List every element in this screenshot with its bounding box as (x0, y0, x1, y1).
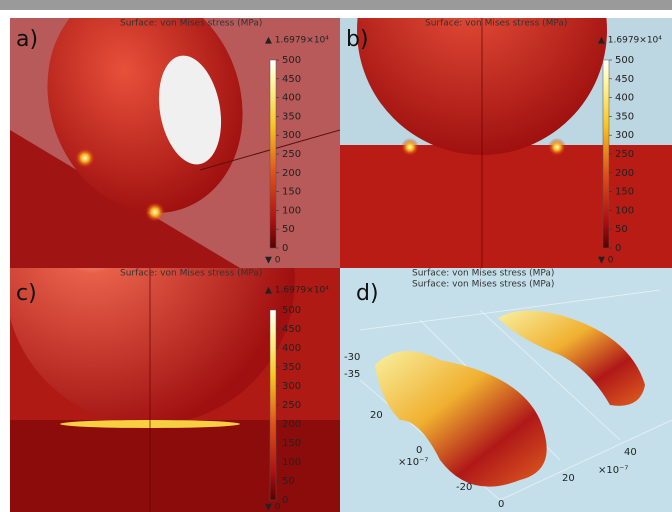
colorbar-tick-label: 300 (282, 130, 301, 141)
max-label: ▲ 1.6979×10⁴ (265, 286, 329, 296)
min-label: ▼ 0 (265, 256, 281, 266)
colorbar-tick-label: 200 (615, 168, 634, 179)
colorbar-tick-label: 200 (282, 168, 301, 179)
max-label: ▲ 1.6979×10⁴ (598, 36, 662, 46)
plot-title: Surface: von Mises stress (MPa) (120, 19, 262, 29)
colorbar-tick-label: 350 (282, 362, 301, 373)
colorbar-tick-label: 0 (615, 243, 621, 254)
colorbar-tick-label: 300 (615, 130, 634, 141)
colorbar-tick-label: 400 (615, 93, 634, 104)
x-unit: ×10⁻⁷ (598, 465, 628, 476)
colorbar-tick-label: 500 (615, 55, 634, 66)
colorbar-tick-label: 50 (615, 224, 628, 235)
colorbar-tick-label: 150 (615, 187, 634, 198)
min-label: ▼ 0 (265, 503, 281, 512)
colorbar-tick-label: 400 (282, 343, 301, 354)
colorbar-tick-label: 150 (282, 438, 301, 449)
colorbar-tick-label: 300 (282, 381, 301, 392)
z-tick-label: -30 (344, 352, 360, 363)
colorbar-tick-label: 200 (282, 419, 301, 430)
plot-title: Surface: von Mises stress (MPa) (120, 269, 262, 279)
y-tick-label: 0 (416, 445, 422, 456)
x-tick-label: 0 (498, 499, 504, 510)
panel-label: a) (16, 27, 38, 52)
colorbar-tick-label: 50 (282, 224, 295, 235)
colorbar-tick-label: 50 (282, 476, 295, 487)
max-label: ▲ 1.6979×10⁴ (265, 36, 329, 46)
colorbar-tick-label: 400 (282, 93, 301, 104)
colorbar-tick-label: 350 (282, 111, 301, 122)
panel-label: d) (356, 281, 379, 306)
colorbar-tick-label: 500 (282, 305, 301, 316)
plot-title: Surface: von Mises stress (MPa) (412, 269, 554, 279)
colorbar-tick-label: 350 (615, 111, 634, 122)
plot-title: Surface: von Mises stress (MPa) (425, 19, 567, 29)
colorbar-tick-label: 500 (282, 55, 301, 66)
y-tick-label: -20 (456, 482, 472, 493)
colorbar-tick-label: 150 (282, 187, 301, 198)
x-tick-label: 20 (562, 473, 575, 484)
colorbar-tick-label: 100 (615, 205, 634, 216)
colorbar-tick-label: 0 (282, 495, 288, 506)
colorbar-tick-label: 450 (615, 74, 634, 85)
panel-label: b) (346, 27, 369, 52)
colorbar-tick-label: 450 (282, 324, 301, 335)
top-bar (0, 0, 672, 10)
colorbar-tick-label: 100 (282, 457, 301, 468)
colorbar-tick-label: 250 (282, 149, 301, 160)
colorbar-tick-label: 450 (282, 74, 301, 85)
colorbar-tick-label: 0 (282, 243, 288, 254)
x-tick-label: 40 (624, 447, 637, 458)
colorbar-tick-label: 100 (282, 205, 301, 216)
plot-title: Surface: von Mises stress (MPa) (412, 280, 554, 290)
colorbar-tick-label: 250 (282, 400, 301, 411)
y-tick-label: 20 (370, 410, 383, 421)
z-tick-label: -35 (344, 369, 360, 380)
y-unit: ×10⁻⁷ (398, 457, 428, 468)
min-label: ▼ 0 (598, 256, 614, 266)
panel-label: c) (16, 281, 37, 306)
colorbar-tick-label: 250 (615, 149, 634, 160)
figure: a) Surface: von Mises stress (MPa) ▲ 1.6… (0, 0, 672, 512)
